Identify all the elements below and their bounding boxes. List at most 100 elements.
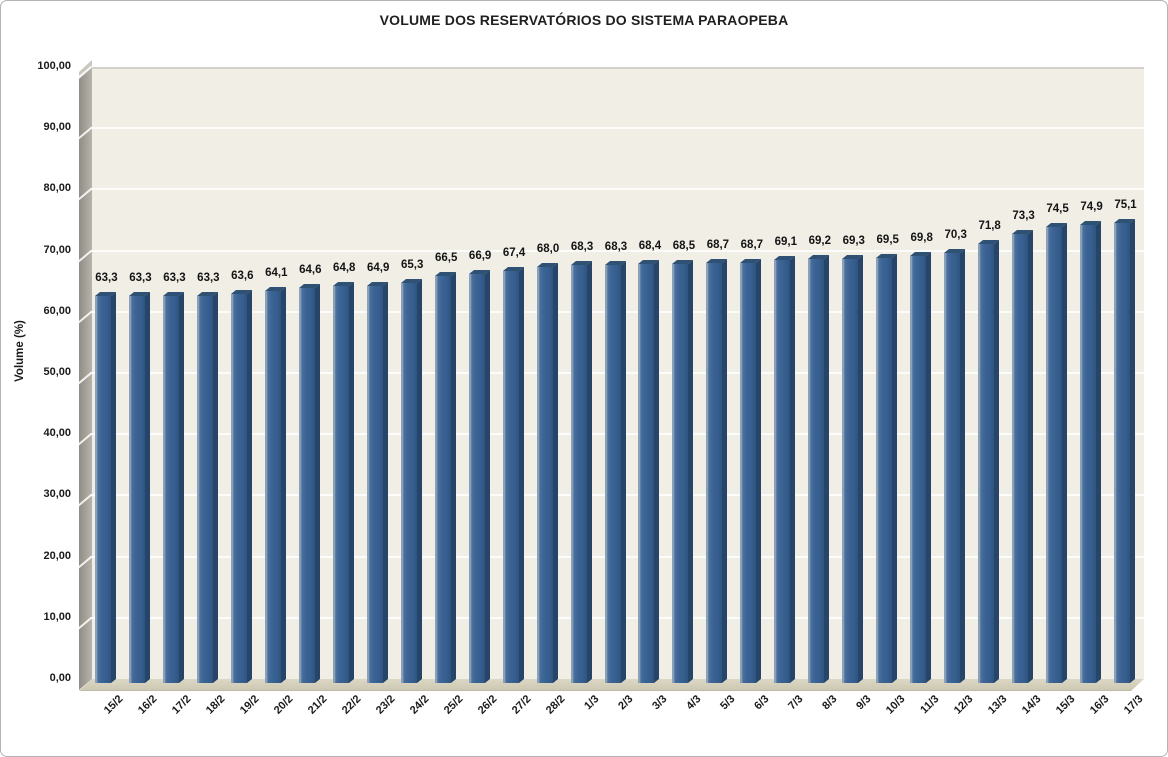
bar-front-face <box>502 270 519 683</box>
bar <box>808 255 830 683</box>
bar <box>196 291 218 683</box>
x-tick-label: 24/2 <box>408 693 432 717</box>
y-tick-label: 100,00 <box>37 60 71 72</box>
chart-title: VOLUME DOS RESERVATÓRIOS DO SISTEMA PARA… <box>379 12 789 28</box>
bar-side-face <box>484 269 490 683</box>
bar-side-face <box>790 256 796 683</box>
x-tick-label: 1/3 <box>582 693 602 713</box>
bar-side-face <box>110 291 116 683</box>
x-tick-label: 6/3 <box>752 693 772 713</box>
bar-front-face <box>468 273 485 683</box>
bar-value-label: 68,3 <box>604 241 628 253</box>
bar-side-face <box>756 258 762 683</box>
bar-front-face <box>1012 234 1029 683</box>
bar-side-face <box>382 281 388 683</box>
bar-value-label: 67,4 <box>502 246 526 259</box>
bar <box>536 262 558 683</box>
bar-value-label: 63,6 <box>231 269 254 282</box>
x-tick-label: 14/3 <box>1019 693 1044 717</box>
bar-side-face <box>994 239 1000 683</box>
bar <box>672 259 694 683</box>
bar-value-label: 70,3 <box>944 228 967 241</box>
x-tick-label: 17/3 <box>1121 693 1146 717</box>
bar <box>298 283 320 683</box>
bar-value-label: 68,4 <box>638 240 662 253</box>
y-tick-label: 10,00 <box>43 610 71 623</box>
bar-side-face <box>1028 230 1034 683</box>
bar-front-face <box>604 265 621 683</box>
wall-gridline-tick <box>77 371 93 385</box>
bar <box>978 239 1000 683</box>
bar-front-face <box>264 290 281 683</box>
y-tick-label: 60,00 <box>43 304 71 317</box>
wall-gridline-tick <box>77 65 93 79</box>
bar <box>944 248 966 683</box>
bar-side-face <box>144 291 150 683</box>
bar-value-label: 69,3 <box>842 234 865 247</box>
bar-side-face <box>552 262 558 683</box>
bar-value-label: 74,9 <box>1080 200 1103 213</box>
bar-front-face <box>876 257 893 683</box>
bar-value-label: 65,3 <box>400 259 424 272</box>
x-tick-label: 2/3 <box>616 693 636 713</box>
x-tick-label: 16/3 <box>1087 693 1112 717</box>
x-tick-label: 11/3 <box>917 693 942 717</box>
x-tick-label: 20/2 <box>272 693 296 717</box>
x-tick-label: 5/3 <box>718 693 738 713</box>
gridline <box>91 249 1144 252</box>
y-tick-label: 20,00 <box>43 549 71 562</box>
bar <box>400 279 422 683</box>
bar-side-face <box>1096 220 1102 683</box>
bar-front-face <box>808 259 825 683</box>
bar-value-label: 64,1 <box>265 266 288 279</box>
wall-gridline-tick <box>77 188 93 202</box>
x-tick-label: 16/2 <box>136 693 160 717</box>
bar-value-label: 68,7 <box>740 238 764 251</box>
bar-front-face <box>1046 227 1063 683</box>
bar <box>604 260 626 683</box>
x-tick-label: 4/3 <box>684 693 704 713</box>
x-tick-label: 17/2 <box>170 693 194 717</box>
bar-value-label: 75,1 <box>1114 199 1137 212</box>
bar <box>638 260 660 683</box>
bar-side-face <box>246 289 252 683</box>
bar-front-face <box>536 266 553 683</box>
bar-value-label: 68,0 <box>536 242 560 255</box>
bar <box>740 258 762 683</box>
gridline <box>91 188 1144 191</box>
bar <box>570 260 592 683</box>
bar-side-face <box>824 255 830 683</box>
bar-side-face <box>926 251 932 683</box>
bar <box>1114 219 1136 683</box>
bar-side-face <box>280 286 286 683</box>
bar-side-face <box>348 282 354 683</box>
y-tick-label: 80,00 <box>43 182 71 195</box>
bar-value-label: 73,3 <box>1012 210 1035 223</box>
bar <box>128 291 150 683</box>
bar-side-face <box>314 283 320 683</box>
bar-front-face <box>434 276 451 683</box>
x-tick-label: 9/3 <box>853 693 874 713</box>
bar-front-face <box>1080 224 1097 683</box>
bar-front-face <box>366 285 383 683</box>
bar <box>332 282 354 683</box>
bar-side-face <box>960 248 966 683</box>
bar-value-label: 68,7 <box>706 238 730 251</box>
bar <box>366 281 388 683</box>
bar <box>502 266 524 683</box>
x-tick-label: 19/2 <box>238 693 262 717</box>
bar-value-label: 63,3 <box>163 271 186 284</box>
bar-front-face <box>128 295 145 683</box>
bar-side-face <box>178 291 184 683</box>
bar-value-label: 74,5 <box>1046 203 1069 216</box>
bar <box>468 269 490 683</box>
bar-side-face <box>416 279 422 683</box>
wall-gridline-tick <box>77 126 93 140</box>
bar <box>162 291 184 683</box>
bar-value-label: 69,2 <box>808 235 831 248</box>
bar-value-label: 63,3 <box>129 271 152 284</box>
wall-gridline-tick <box>77 616 93 630</box>
x-tick-label: 28/2 <box>543 693 568 717</box>
x-tick-label: 21/2 <box>306 693 330 717</box>
